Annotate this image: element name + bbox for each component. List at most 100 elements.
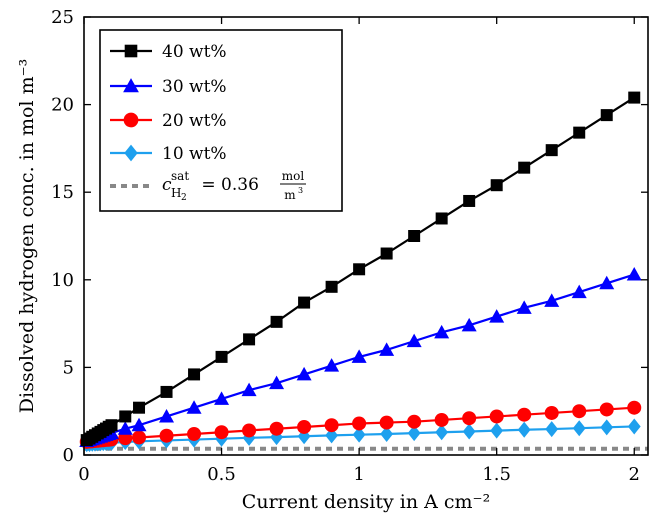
data-point-20-wt (599, 402, 614, 417)
data-point-30-wt (434, 324, 450, 339)
y-tick-label: 10 (51, 270, 74, 291)
data-point-40-wt (380, 247, 393, 260)
data-point-20-wt (187, 426, 202, 441)
data-point-20-wt (407, 414, 422, 429)
data-point-20-wt (269, 421, 284, 436)
legend-sat-sup: sat (171, 169, 189, 183)
data-point-30-wt (571, 284, 587, 299)
x-tick-label: 2 (629, 464, 640, 485)
x-tick-label: 0.5 (207, 464, 236, 485)
data-point-10-wt (380, 425, 394, 442)
y-tick-label: 20 (51, 95, 74, 116)
legend-label-40-wt: 40 wt% (162, 42, 227, 62)
data-point-20-wt (324, 418, 339, 433)
data-point-40-wt (490, 179, 503, 192)
data-point-40-wt (188, 368, 201, 381)
plot-frame (83, 16, 649, 456)
data-point-30-wt (117, 421, 133, 435)
data-point-10-wt (435, 424, 449, 441)
y-tick-label: 15 (51, 182, 74, 203)
legend-marker-40-wt (124, 44, 138, 58)
data-point-20-wt (214, 425, 229, 440)
data-point-40-wt (243, 333, 256, 346)
y-tick-label: 0 (63, 445, 74, 466)
data-point-20-wt (572, 404, 587, 419)
data-point-40-wt (215, 350, 228, 363)
data-point-30-wt (241, 382, 257, 397)
data-point-40-wt (325, 280, 338, 293)
y-tick-label: 25 (51, 7, 74, 28)
data-point-40-wt (573, 126, 586, 139)
data-point-40-wt (408, 230, 421, 242)
data-point-30-wt (489, 309, 505, 323)
data-point-20-wt (352, 416, 367, 431)
data-point-30-wt (186, 400, 202, 414)
data-point-10-wt (627, 418, 641, 435)
data-point-40-wt (435, 212, 448, 225)
data-point-30-wt (379, 342, 395, 356)
data-point-30-wt (296, 366, 312, 381)
data-point-20-wt (132, 430, 147, 445)
data-point-10-wt (490, 422, 504, 439)
x-axis-label: Current density in A cm⁻² (242, 491, 490, 513)
data-point-30-wt (599, 275, 615, 290)
data-point-20-wt (379, 415, 394, 430)
data-point-40-wt (298, 296, 311, 309)
data-point-10-wt (545, 421, 559, 438)
x-tick-label: 0 (78, 464, 89, 485)
data-point-40-wt (353, 263, 366, 276)
legend-sat-sub2: 2 (181, 193, 187, 203)
data-point-30-wt (626, 267, 642, 281)
data-point-20-wt (297, 419, 312, 434)
data-point-30-wt (159, 408, 175, 423)
data-point-10-wt (572, 420, 586, 437)
legend-marker-20-wt (123, 112, 139, 128)
data-point-10-wt (600, 419, 614, 436)
x-tick-label: 1 (353, 464, 364, 485)
data-point-40-wt (463, 194, 476, 207)
y-tick-label: 5 (63, 357, 74, 378)
x-tick-label: 1.5 (482, 464, 511, 485)
legend-sat-num: mol (282, 169, 305, 183)
data-point-10-wt (407, 425, 421, 442)
data-point-40-wt (518, 161, 531, 174)
legend-label-10-wt: 10 wt% (162, 144, 227, 164)
data-point-40-wt (119, 410, 132, 423)
legend-label-30-wt: 30 wt% (162, 77, 227, 97)
legend-sat-eq: = 0.36 (196, 175, 264, 195)
legend-entries: 40 wt% 30 wt% 20 wt% 10 wt% (110, 42, 227, 164)
data-point-30-wt (131, 417, 147, 432)
data-point-20-wt (434, 412, 449, 427)
data-point-20-wt (489, 409, 504, 424)
data-point-40-wt (133, 401, 146, 414)
data-point-20-wt (517, 407, 532, 422)
legend-sat-den-sup: 3 (298, 186, 303, 195)
legend-sat-den: m (284, 188, 296, 202)
legend-sat-c: c (162, 175, 172, 195)
legend-marker-10-wt (124, 144, 138, 162)
data-point-20-wt (242, 423, 257, 438)
data-point-40-wt (545, 144, 558, 157)
legend-marker-30-wt (123, 78, 139, 93)
data-point-30-wt (544, 293, 560, 307)
data-point-30-wt (516, 300, 532, 314)
data-point-10-wt (517, 421, 531, 438)
y-axis-label: Dissolved hydrogen conc. in mol m⁻³ (16, 59, 38, 413)
data-point-30-wt (461, 317, 477, 332)
data-point-30-wt (269, 375, 285, 390)
data-point-20-wt (159, 428, 174, 443)
legend: 40 wt% 30 wt% 20 wt% 10 wt% c sat H 2 = 0.3… (99, 29, 343, 212)
data-point-40-wt (105, 419, 118, 432)
data-point-10-wt (352, 426, 366, 443)
data-point-30-wt (406, 333, 422, 348)
data-point-30-wt (214, 391, 230, 405)
data-point-40-wt (628, 91, 641, 104)
data-point-40-wt (600, 109, 613, 122)
data-point-40-wt (160, 385, 173, 398)
data-point-30-wt (351, 349, 367, 363)
data-point-10-wt (462, 423, 476, 440)
data-point-30-wt (324, 358, 340, 372)
data-point-20-wt (627, 400, 642, 415)
